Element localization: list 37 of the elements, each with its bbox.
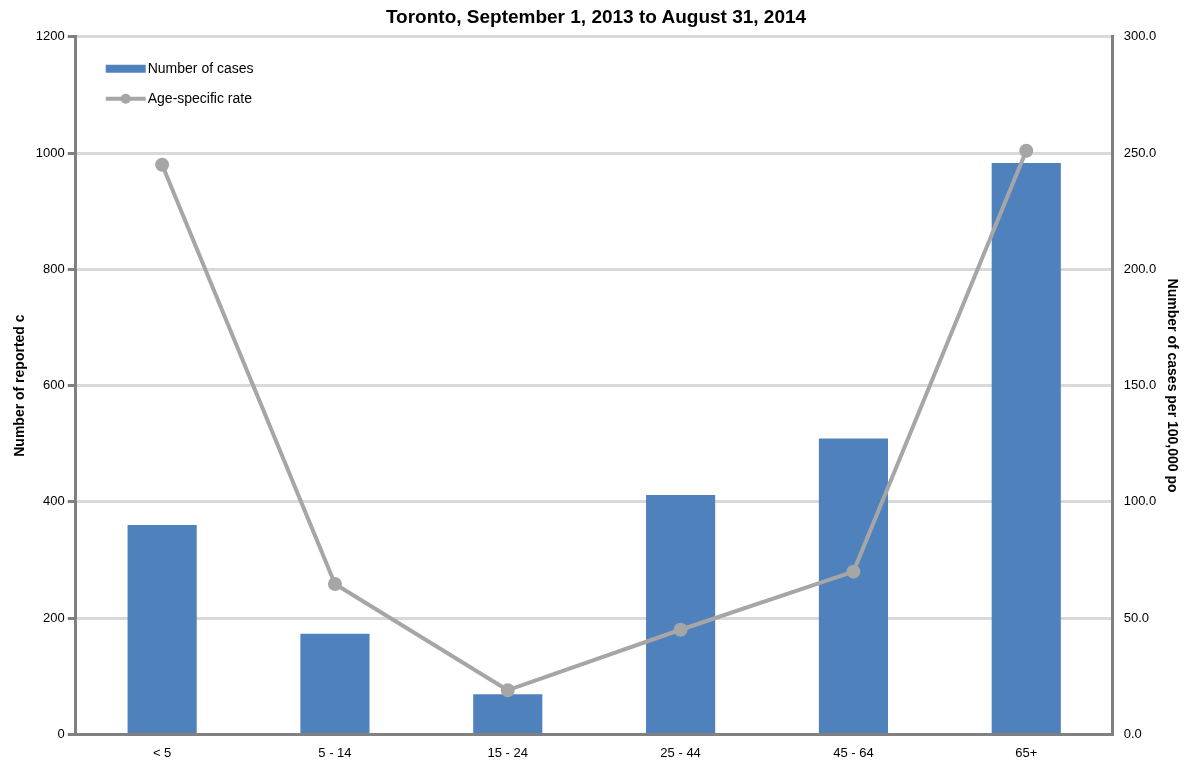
y-tick-label: 0 <box>57 725 65 741</box>
legend-label: Number of cases <box>147 59 254 76</box>
x-tick-label: 25 - 44 <box>660 744 701 760</box>
bar <box>646 494 716 733</box>
x-tick-label: 65+ <box>1015 744 1038 760</box>
y2-tick-label: 200.0 <box>1123 260 1157 276</box>
y-tick-label: 200 <box>43 609 65 625</box>
legend-label: Age-specific rate <box>147 89 253 106</box>
y2-tick-label: 50.0 <box>1123 609 1149 625</box>
y2-tick-label: 100.0 <box>1123 493 1157 509</box>
y2-tick-label: 250.0 <box>1123 144 1157 160</box>
x-tick-label: 5 - 14 <box>318 744 352 760</box>
y-tick-label: 1000 <box>35 144 65 160</box>
y-axis-title: Number of reported c <box>11 314 28 457</box>
bar <box>473 694 543 733</box>
y-tick-label: 800 <box>43 260 65 276</box>
y2-tick-label: 300.0 <box>1123 28 1157 44</box>
y-tick-label: 600 <box>43 377 65 393</box>
point <box>673 622 688 637</box>
point <box>327 576 342 591</box>
point <box>155 157 170 172</box>
point <box>1019 143 1034 158</box>
x-tick-label: 45 - 64 <box>833 744 874 760</box>
y2-tick-label: 150.0 <box>1123 377 1157 393</box>
y2-axis-title: Number of cases per 100,000 po <box>1164 278 1181 493</box>
chart-title: Toronto, September 1, 2013 to August 31, 2014 <box>385 5 807 27</box>
point <box>500 683 515 698</box>
x-tick-label: 15 - 24 <box>487 744 529 760</box>
bar <box>818 438 888 733</box>
bar <box>991 162 1061 733</box>
y2-tick-label: 0.0 <box>1123 725 1142 741</box>
x-tick-label: < 5 <box>152 744 172 760</box>
y-tick-label: 1200 <box>35 28 65 44</box>
y-tick-label: 400 <box>43 493 65 509</box>
bar <box>127 525 197 733</box>
bar <box>300 633 370 733</box>
point <box>846 564 861 579</box>
